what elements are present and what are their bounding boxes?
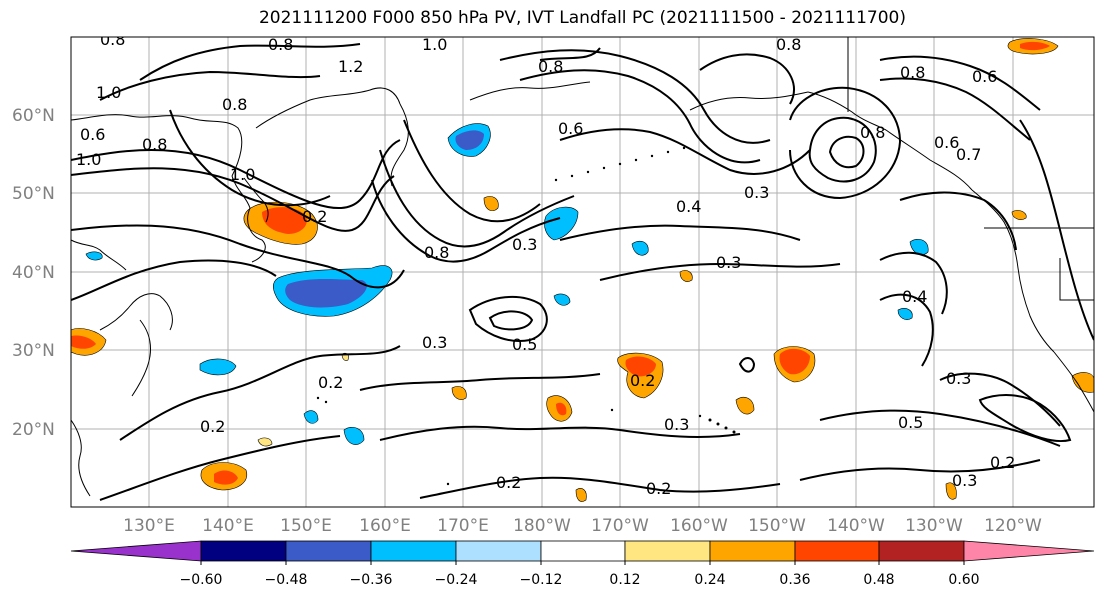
colorbar-segment bbox=[540, 540, 626, 562]
colorbar-ticks bbox=[200, 561, 965, 565]
colorbar-segment bbox=[878, 540, 965, 562]
contour-label: 1.2 bbox=[338, 57, 363, 76]
contour-label: 0.3 bbox=[716, 253, 741, 272]
contour-label: 0.3 bbox=[946, 369, 971, 388]
contour-label: 0.2 bbox=[646, 479, 671, 498]
contour-label: 0.4 bbox=[902, 287, 927, 306]
lat-label: 20°N bbox=[12, 420, 55, 440]
contour-labels: 0.8 0.8 1.0 0.8 0.8 1.0 0.8 1.2 0.6 0.8 … bbox=[76, 30, 1015, 498]
contour-label: 0.6 bbox=[934, 133, 959, 152]
colorbar-segment bbox=[455, 540, 542, 562]
longitude-labels: 130°E 140°E 150°E 160°E 170°E 180°W 170°… bbox=[123, 516, 1042, 536]
contour-label: 0.2 bbox=[630, 371, 655, 390]
lon-label: 160°W bbox=[670, 516, 728, 536]
lon-label: 170°E bbox=[437, 516, 489, 536]
colorbar-tick-label: 0.12 bbox=[609, 572, 640, 588]
contour-label: 0.2 bbox=[318, 373, 343, 392]
colorbar-segment bbox=[963, 540, 1095, 562]
lon-label: 150°E bbox=[280, 516, 332, 536]
lon-label: 150°W bbox=[748, 516, 806, 536]
colorbar-tick-labels: −0.60 −0.48 −0.36 −0.24 −0.12 0.12 0.24 … bbox=[180, 572, 980, 588]
contour-label: 0.8 bbox=[776, 35, 801, 54]
contour-label: 0.8 bbox=[222, 95, 247, 114]
contour-label: 0.8 bbox=[900, 63, 925, 82]
contour-label: 0.8 bbox=[424, 243, 449, 262]
colorbar-segment bbox=[200, 540, 287, 562]
colorbar-tick-label: −0.48 bbox=[265, 572, 308, 588]
contour-label: 0.2 bbox=[302, 207, 327, 226]
lat-label: 30°N bbox=[12, 341, 55, 361]
pv-fill-regions bbox=[71, 38, 1094, 502]
contour-label: 0.8 bbox=[538, 57, 563, 76]
contour-label: 0.8 bbox=[142, 135, 167, 154]
islands bbox=[316, 146, 736, 486]
contour-label: 0.3 bbox=[664, 415, 689, 434]
ivt-contours bbox=[71, 43, 1094, 501]
lon-label: 140°E bbox=[202, 516, 254, 536]
contour-label: 0.3 bbox=[744, 183, 769, 202]
contour-label: 0.2 bbox=[990, 453, 1015, 472]
colorbar-segment bbox=[794, 540, 880, 562]
colorbar-segment bbox=[709, 540, 796, 562]
contour-label: 0.8 bbox=[860, 123, 885, 142]
colorbar-tick-label: 0.48 bbox=[863, 572, 894, 588]
contour-label: 0.5 bbox=[512, 335, 537, 354]
contour-label: 0.6 bbox=[558, 119, 583, 138]
colorbar-tick-label: −0.24 bbox=[435, 572, 478, 588]
latitude-labels: 60°N 50°N 40°N 30°N 20°N bbox=[12, 106, 55, 440]
colorbar-tick-label: −0.12 bbox=[520, 572, 563, 588]
lon-label: 180°W bbox=[513, 516, 571, 536]
lon-label: 140°W bbox=[827, 516, 885, 536]
map-title: 2021111200 F000 850 hPa PV, IVT Landfall… bbox=[258, 8, 906, 28]
lon-label: 120°W bbox=[984, 516, 1042, 536]
contour-label: 0.8 bbox=[268, 35, 293, 54]
lon-label: 130°E bbox=[123, 516, 175, 536]
contour-label: 0.6 bbox=[80, 125, 105, 144]
contour-label: 0.7 bbox=[956, 145, 981, 164]
contour-label: 1.0 bbox=[422, 35, 447, 54]
contour-label: 0.6 bbox=[972, 67, 997, 86]
colorbar-tick-label: −0.36 bbox=[350, 572, 393, 588]
lat-label: 40°N bbox=[12, 263, 55, 283]
lon-label: 160°E bbox=[359, 516, 411, 536]
colorbar-tick-label: −0.60 bbox=[180, 572, 223, 588]
contour-label: 1.0 bbox=[76, 150, 101, 169]
contour-label: 0.3 bbox=[422, 333, 447, 352]
contour-label: 0.2 bbox=[200, 417, 225, 436]
contour-label: 0.2 bbox=[496, 473, 521, 492]
colorbar-segment bbox=[285, 540, 372, 562]
map-frame bbox=[70, 36, 1095, 508]
contour-label: 1.0 bbox=[230, 165, 255, 184]
lat-label: 50°N bbox=[12, 184, 55, 204]
colorbar-tick-label: 0.60 bbox=[948, 572, 979, 588]
lon-label: 130°W bbox=[905, 516, 963, 536]
contour-label: 0.3 bbox=[952, 471, 977, 490]
colorbar-tick-label: 0.24 bbox=[694, 572, 725, 588]
lon-label: 170°W bbox=[591, 516, 649, 536]
contour-label: 0.8 bbox=[100, 30, 125, 49]
colorbar-tick-label: 0.36 bbox=[779, 572, 810, 588]
contour-label: 0.5 bbox=[898, 413, 923, 432]
lat-label: 60°N bbox=[12, 106, 55, 126]
contour-label: 1.0 bbox=[96, 83, 121, 102]
colorbar-segment bbox=[624, 540, 711, 562]
contour-label: 0.4 bbox=[676, 197, 701, 216]
colorbar-segment bbox=[370, 540, 457, 562]
colorbar-segment bbox=[70, 540, 202, 562]
contour-label: 0.3 bbox=[512, 235, 537, 254]
coastlines bbox=[71, 37, 1094, 497]
colorbar bbox=[70, 540, 1095, 562]
